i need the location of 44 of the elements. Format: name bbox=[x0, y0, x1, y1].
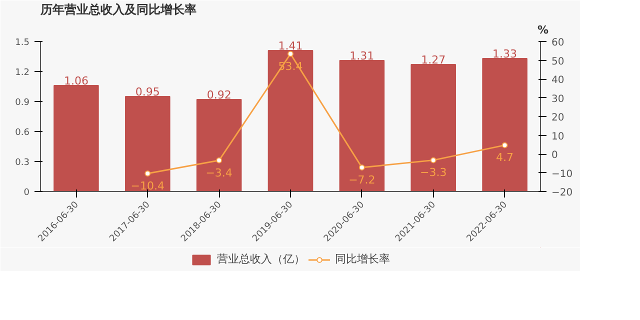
data-label: 1.27 bbox=[421, 54, 446, 66]
bar bbox=[410, 64, 456, 192]
bar bbox=[125, 96, 170, 192]
point bbox=[216, 157, 222, 164]
point bbox=[288, 50, 294, 57]
y2-tick-label: 40 bbox=[552, 75, 564, 86]
data-label: 0.95 bbox=[135, 86, 160, 98]
y2-tick-label: −10 bbox=[552, 168, 573, 180]
y2-tick-label: 30 bbox=[552, 94, 564, 105]
bar bbox=[268, 50, 314, 192]
data-label: 1.41 bbox=[278, 40, 303, 52]
bar bbox=[54, 85, 99, 192]
point bbox=[358, 164, 365, 170]
legend-label: 营业总收入（亿） bbox=[217, 252, 305, 266]
data-label: 0.92 bbox=[206, 88, 232, 102]
y2-tick-label: 20 bbox=[552, 112, 564, 124]
bar bbox=[196, 99, 242, 192]
y-tick-label: 1.5 bbox=[15, 38, 30, 48]
y2-axis-title: % bbox=[537, 24, 549, 36]
y2-tick-label: −20 bbox=[552, 188, 573, 198]
point bbox=[502, 142, 508, 148]
chart-title: 历年营业总收入及同比增长率 bbox=[40, 2, 196, 16]
y2-tick-label: 0 bbox=[552, 150, 558, 161]
y-tick-label: 0.9 bbox=[15, 98, 30, 108]
y-tick-label: 0 bbox=[24, 188, 30, 198]
y-tick-label: 1.2 bbox=[15, 68, 30, 78]
data-label: −10.4 bbox=[130, 180, 165, 192]
y-tick-label: 0.6 bbox=[15, 128, 30, 138]
point bbox=[144, 170, 151, 176]
data-label: −3.3 bbox=[420, 166, 447, 180]
data-label: −3.4 bbox=[206, 166, 232, 180]
point bbox=[430, 157, 436, 164]
data-label: 4.7 bbox=[496, 151, 514, 164]
y2-tick-label: 50 bbox=[552, 56, 564, 68]
y2-tick-label: 60 bbox=[552, 38, 564, 48]
data-label: 1.31 bbox=[350, 50, 374, 62]
bar bbox=[482, 58, 528, 192]
legend-label: 同比增长率 bbox=[335, 252, 390, 266]
data-label: 1.33 bbox=[492, 48, 518, 60]
data-label: −7.2 bbox=[348, 174, 376, 186]
y-tick-label: 0.3 bbox=[15, 158, 30, 168]
data-label: 1.06 bbox=[64, 74, 88, 88]
y2-tick-label: 10 bbox=[552, 131, 564, 142]
bar bbox=[339, 60, 385, 192]
